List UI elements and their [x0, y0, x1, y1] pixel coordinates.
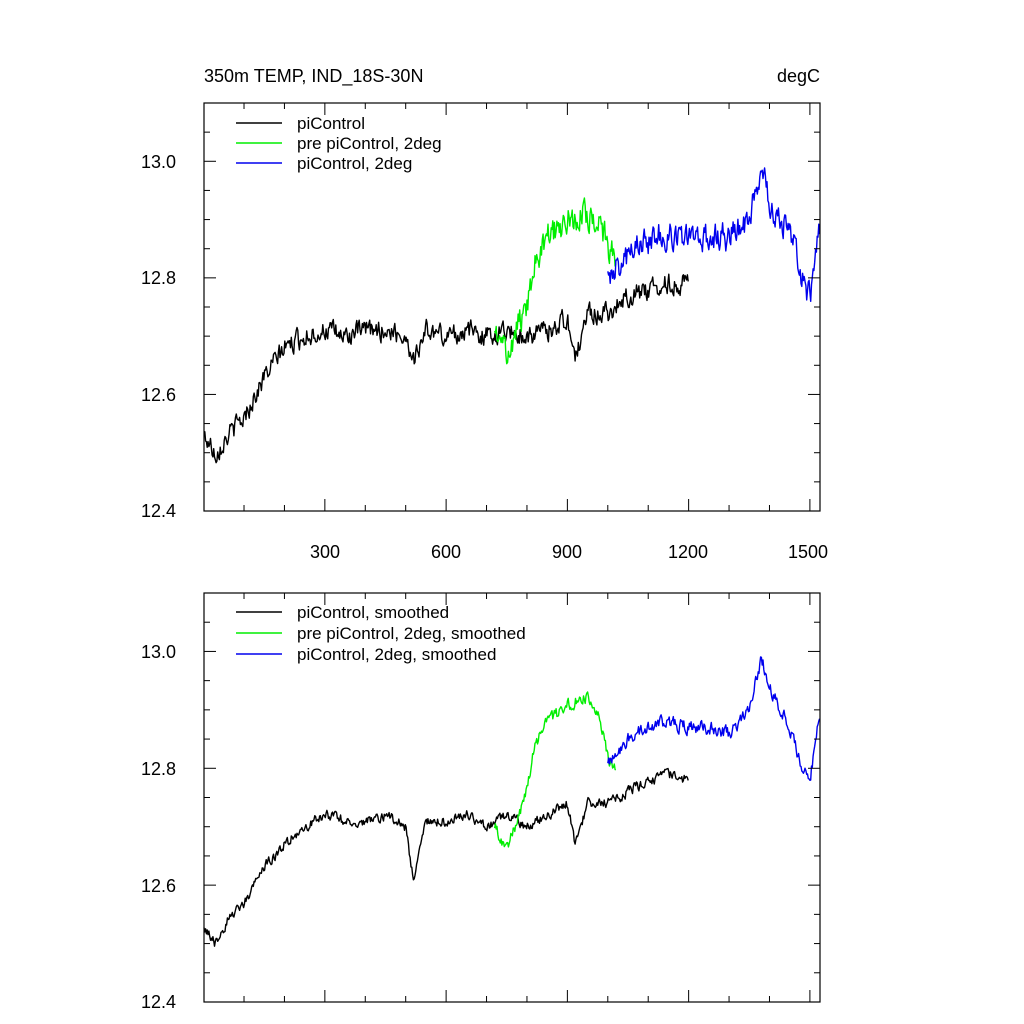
- legend: piControl, smoothed pre piControl, 2deg,…: [236, 603, 526, 664]
- series-line: [607, 656, 821, 781]
- y-tick-label: 12.4: [141, 992, 176, 1012]
- series-line: [607, 167, 821, 302]
- x-tick-label: 1500: [788, 542, 828, 562]
- chart-title: 350m TEMP, IND_18S-30N: [204, 66, 423, 87]
- bottom-panel: 12.4 12.6 12.8 13.0 piControl, smoothed …: [141, 592, 821, 1012]
- y-tick-label: 12.6: [141, 876, 176, 896]
- x-tick-labels: 300 600 900 1200 1500: [310, 542, 828, 562]
- y-tick-label: 12.4: [141, 501, 176, 521]
- y-tick-label: 13.0: [141, 642, 176, 662]
- units-label: degC: [777, 66, 820, 86]
- x-tick-label: 600: [431, 542, 461, 562]
- series-line: [203, 767, 689, 947]
- legend-label: piControl, 2deg: [297, 154, 412, 173]
- legend-label: pre piControl, 2deg: [297, 134, 442, 153]
- legend: piControl pre piControl, 2deg piControl,…: [236, 114, 442, 173]
- y-tick-label: 12.8: [141, 268, 176, 288]
- legend-label: pre piControl, 2deg, smoothed: [297, 624, 526, 643]
- y-tick-label: 12.6: [141, 385, 176, 405]
- x-tick-label: 300: [310, 542, 340, 562]
- legend-label: piControl, smoothed: [297, 603, 449, 622]
- legend-label: piControl: [297, 114, 365, 133]
- legend-label: piControl, 2deg, smoothed: [297, 645, 496, 664]
- y-tick-labels: 12.4 12.6 12.8 13.0: [141, 642, 176, 1012]
- x-tick-label: 900: [552, 542, 582, 562]
- plot-frame: [203, 102, 821, 512]
- series-layer: [203, 656, 821, 947]
- series-line: [493, 197, 617, 365]
- y-tick-labels: 12.4 12.6 12.8 13.0: [141, 152, 176, 521]
- y-tick-label: 13.0: [141, 152, 176, 172]
- y-tick-label: 12.8: [141, 759, 176, 779]
- plot-frame: [203, 592, 821, 1003]
- series-layer: [203, 167, 821, 464]
- series-line: [203, 273, 689, 464]
- x-tick-label: 1200: [668, 542, 708, 562]
- top-panel: 350m TEMP, IND_18S-30N degC 12.4 12.6 12…: [141, 66, 828, 562]
- series-line: [493, 691, 616, 848]
